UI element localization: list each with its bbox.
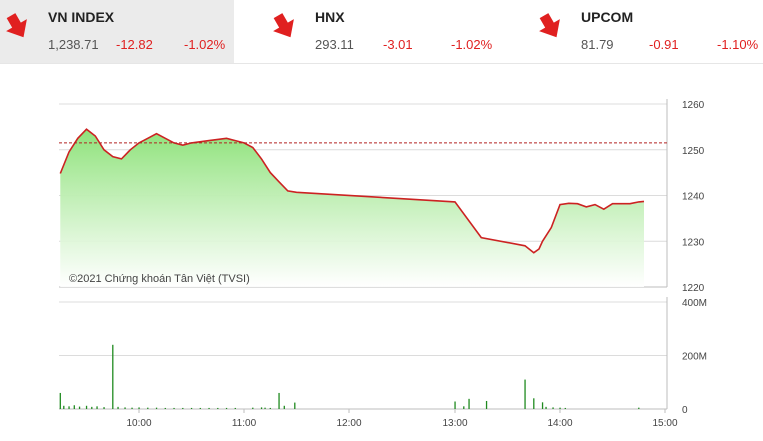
time-tick-label: 15:00 xyxy=(652,418,677,429)
time-axis: 10:00 11:00 12:00 13:00 14:00 15:00 xyxy=(126,409,678,429)
volume-bar xyxy=(68,406,70,409)
volume-bar xyxy=(73,405,75,409)
price-area xyxy=(59,128,645,287)
time-tick-label: 10:00 xyxy=(126,418,151,429)
tab-vn-index[interactable]: VN INDEX 1,238.71 -12.82 -1.02% xyxy=(0,0,234,63)
volume-bar xyxy=(252,407,254,409)
volume-bar xyxy=(552,407,554,409)
volume-bar xyxy=(182,407,184,409)
volume-bar xyxy=(147,407,149,409)
volume-bar xyxy=(533,398,535,409)
volume-bar xyxy=(485,400,488,409)
volume-tick-label: 0 xyxy=(682,405,688,416)
index-price: 1,238.71 xyxy=(48,37,99,52)
volume-bars xyxy=(59,344,640,409)
volume-bar xyxy=(91,406,93,409)
time-tick-label: 11:00 xyxy=(232,418,257,429)
time-tick-label: 12:00 xyxy=(336,418,361,429)
volume-bar xyxy=(112,344,114,409)
index-percent: -1.02% xyxy=(184,37,226,52)
volume-bar xyxy=(131,407,133,409)
volume-bar xyxy=(208,407,210,409)
volume-bar xyxy=(138,407,140,409)
down-arrow-icon xyxy=(6,13,27,38)
volume-bar xyxy=(173,407,175,409)
index-percent: -1.10% xyxy=(717,37,759,52)
volume-grid xyxy=(59,297,668,410)
volume-bar xyxy=(85,405,88,409)
price-tick-label: 1260 xyxy=(682,100,705,111)
index-change: -3.01 xyxy=(383,37,413,52)
volume-bar xyxy=(190,407,193,409)
index-values: 81.79 -0.91 -1.10% xyxy=(581,37,758,52)
time-tick-label: 14:00 xyxy=(547,418,572,429)
index-name: HNX xyxy=(315,9,345,25)
index-tabs: VN INDEX 1,238.71 -12.82 -1.02% HNX 293.11… xyxy=(0,0,763,63)
tab-hnx[interactable]: HNX 293.11 -3.01 -1.02% xyxy=(234,0,501,63)
watermark: ©2021 Chứng khoán Tân Việt (TVSI) xyxy=(69,273,250,285)
index-values: 293.11 -3.01 -1.02% xyxy=(315,37,492,52)
price-area-fill xyxy=(60,129,644,287)
volume-bar xyxy=(117,406,119,409)
volume-bar xyxy=(524,379,526,409)
volume-bar xyxy=(559,407,561,409)
index-name: UPCOM xyxy=(581,9,634,25)
volume-bar xyxy=(564,407,566,409)
volume-bar xyxy=(164,407,166,409)
volume-bar xyxy=(217,407,219,409)
price-y-axis: 1260 1250 1240 1230 1220 xyxy=(682,100,705,294)
price-tick-label: 1240 xyxy=(682,192,705,203)
volume-bar xyxy=(294,402,296,409)
index-price: 81.79 xyxy=(581,37,614,52)
volume-bar xyxy=(234,407,236,409)
index-change: -0.91 xyxy=(649,37,679,52)
price-tick-label: 1220 xyxy=(682,283,705,294)
volume-bar xyxy=(463,406,465,409)
volume-bar xyxy=(260,407,263,409)
tab-upcom[interactable]: UPCOM 81.79 -0.91 -1.10% xyxy=(501,0,763,63)
price-line xyxy=(59,128,645,254)
volume-tick-label: 400M xyxy=(682,298,707,309)
volume-bar xyxy=(638,407,640,409)
volume-bar xyxy=(155,407,158,409)
volume-bar xyxy=(199,407,201,409)
volume-bar xyxy=(269,407,271,409)
volume-bar xyxy=(545,406,547,409)
volume-bar xyxy=(468,398,470,409)
volume-bar xyxy=(278,392,280,409)
header-divider xyxy=(0,63,763,64)
price-tick-label: 1230 xyxy=(682,237,705,248)
volume-bar xyxy=(225,407,228,409)
price-tick-label: 1250 xyxy=(682,146,705,157)
volume-bar xyxy=(63,405,65,409)
index-change: -12.82 xyxy=(116,37,153,52)
index-values: 1,238.71 -12.82 -1.02% xyxy=(48,37,225,52)
volume-bar xyxy=(124,407,126,409)
volume-bar xyxy=(454,401,456,409)
volume-bar xyxy=(78,406,81,409)
time-tick-label: 13:00 xyxy=(442,418,467,429)
volume-bar xyxy=(541,402,544,409)
volume-bar xyxy=(96,406,98,409)
volume-bar xyxy=(59,392,61,409)
index-name: VN INDEX xyxy=(48,9,115,25)
volume-y-axis: 400M 200M 0 xyxy=(682,298,707,416)
volume-bar xyxy=(283,405,285,409)
down-arrow-icon xyxy=(539,13,560,38)
volume-tick-label: 200M xyxy=(682,352,707,363)
index-price: 293.11 xyxy=(315,37,354,52)
volume-bar xyxy=(103,407,105,409)
down-arrow-icon xyxy=(273,13,294,38)
index-percent: -1.02% xyxy=(451,37,493,52)
volume-bar xyxy=(264,407,266,409)
